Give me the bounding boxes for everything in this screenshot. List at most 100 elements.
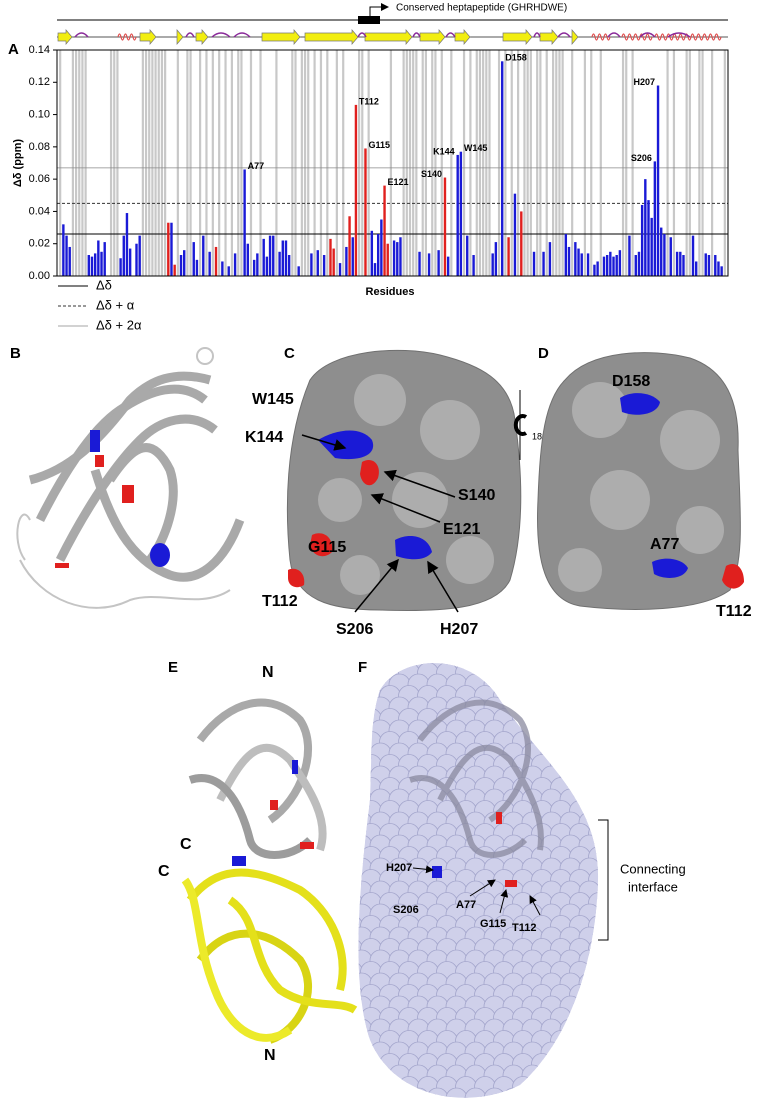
panel-label: D bbox=[538, 345, 549, 362]
bump bbox=[354, 374, 406, 426]
sphere bbox=[540, 1041, 563, 1064]
sphere bbox=[578, 742, 599, 765]
bar bbox=[364, 148, 367, 276]
legend-label: Δδ bbox=[96, 277, 112, 292]
loop bbox=[607, 32, 621, 38]
loop bbox=[196, 347, 214, 365]
residue-label: D158 bbox=[612, 373, 650, 390]
strand bbox=[188, 774, 313, 859]
sphere bbox=[559, 742, 582, 765]
bar bbox=[694, 261, 698, 276]
loop bbox=[639, 32, 656, 38]
sphere bbox=[379, 1076, 401, 1098]
sphere bbox=[569, 754, 591, 776]
bar bbox=[179, 255, 183, 276]
sphere bbox=[369, 1087, 392, 1098]
y-tick-label: 0.04 bbox=[29, 205, 50, 217]
bar bbox=[316, 250, 319, 276]
helix bbox=[117, 33, 137, 41]
bar bbox=[256, 253, 259, 276]
bar bbox=[128, 248, 132, 276]
x-axis-label: Residues bbox=[366, 286, 415, 298]
bar bbox=[548, 242, 552, 276]
sphere bbox=[358, 765, 373, 788]
pointers-f bbox=[412, 865, 541, 916]
bar-annotation: S206 bbox=[631, 153, 652, 163]
bar bbox=[265, 256, 269, 276]
strand bbox=[216, 743, 327, 852]
bar bbox=[507, 237, 510, 276]
sphere bbox=[532, 640, 553, 661]
loop bbox=[16, 513, 31, 561]
bar bbox=[520, 211, 523, 276]
bar-annotation: S140 bbox=[421, 169, 442, 179]
beta-strand bbox=[539, 29, 559, 45]
residue-label: T112 bbox=[262, 593, 298, 610]
residue-highlight bbox=[150, 543, 170, 567]
helix bbox=[591, 33, 611, 41]
residue-label: G115 bbox=[480, 918, 506, 930]
bar bbox=[679, 251, 682, 276]
sphere bbox=[578, 719, 599, 742]
bar bbox=[567, 246, 571, 276]
bar bbox=[297, 266, 300, 276]
sphere bbox=[540, 673, 563, 696]
bar bbox=[192, 242, 195, 276]
bump bbox=[392, 472, 448, 528]
bar bbox=[501, 61, 504, 276]
beta-strand bbox=[195, 29, 209, 45]
sphere bbox=[358, 1041, 373, 1064]
sphere bbox=[559, 1087, 582, 1098]
strand bbox=[437, 744, 544, 851]
residue-highlight bbox=[300, 842, 314, 849]
bar bbox=[637, 251, 641, 276]
sphere bbox=[493, 1076, 515, 1098]
strand bbox=[196, 698, 312, 824]
bar-annotation: D158 bbox=[505, 53, 527, 63]
sphere bbox=[358, 800, 363, 822]
pointer bbox=[469, 879, 496, 897]
bar bbox=[310, 253, 313, 276]
sphere bbox=[358, 719, 373, 742]
residue-highlight bbox=[95, 455, 104, 467]
sphere bbox=[597, 949, 599, 972]
sphere bbox=[426, 1087, 449, 1098]
bar bbox=[609, 251, 612, 276]
sphere bbox=[569, 708, 591, 730]
bar bbox=[660, 227, 663, 276]
bar bbox=[427, 253, 431, 276]
bar bbox=[577, 248, 580, 276]
pointer bbox=[370, 493, 441, 523]
strand bbox=[90, 468, 245, 582]
pointer bbox=[529, 895, 541, 916]
bar bbox=[380, 219, 383, 276]
bracket-label: Connecting bbox=[620, 861, 686, 876]
bar bbox=[418, 251, 421, 276]
bump bbox=[590, 470, 650, 530]
sphere bbox=[358, 708, 363, 730]
beta-strand bbox=[364, 29, 413, 45]
sphere bbox=[388, 1087, 411, 1098]
sphere bbox=[540, 1064, 563, 1087]
bracket bbox=[598, 819, 609, 941]
bar bbox=[634, 255, 637, 276]
sphere bbox=[569, 731, 591, 753]
sphere bbox=[445, 1087, 468, 1098]
bar bbox=[183, 250, 186, 276]
sphere bbox=[597, 995, 599, 1018]
bar-annotation: T112 bbox=[359, 96, 379, 106]
bar-annotation: H207 bbox=[634, 77, 656, 87]
residue-label: S206 bbox=[336, 621, 373, 638]
bar bbox=[214, 246, 218, 276]
sphere bbox=[578, 663, 599, 673]
residue-label: A77 bbox=[456, 899, 476, 911]
bar bbox=[173, 264, 176, 276]
sphere bbox=[358, 892, 363, 914]
sphere bbox=[358, 777, 363, 799]
sphere bbox=[569, 1007, 591, 1029]
bar bbox=[208, 251, 211, 276]
helix bbox=[654, 33, 722, 41]
residue-label: T112 bbox=[512, 922, 536, 934]
